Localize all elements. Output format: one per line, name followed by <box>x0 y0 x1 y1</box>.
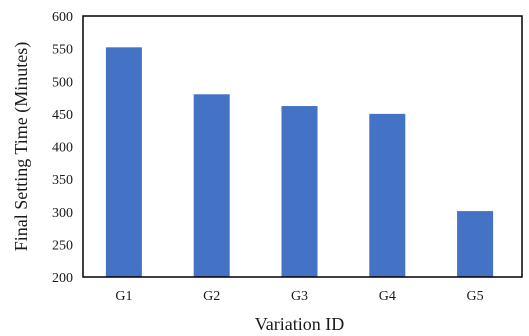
y-tick-label: 200 <box>52 271 73 286</box>
x-tick-label: G2 <box>203 289 220 304</box>
bar-g5 <box>457 211 494 277</box>
x-tick-label: G4 <box>379 289 396 304</box>
y-tick-label: 400 <box>52 141 73 156</box>
x-tick-label: G5 <box>467 289 484 304</box>
y-tick-label: 250 <box>52 238 73 253</box>
bar-g1 <box>105 47 142 277</box>
x-axis-ticks: G1 G2 G3 G4 G5 <box>115 289 483 304</box>
y-tick-label: 350 <box>52 173 73 188</box>
y-axis-ticks: 200 250 300 350 400 450 500 550 600 <box>52 10 73 286</box>
bars-layer <box>105 47 494 277</box>
plot-frame <box>82 15 523 278</box>
y-axis-title: Final Setting Time (Minutes) <box>11 42 32 252</box>
bar-g2 <box>193 94 230 277</box>
x-tick-label: G1 <box>115 289 132 304</box>
y-tick-label: 450 <box>52 108 73 123</box>
y-tick-label: 600 <box>52 10 73 25</box>
y-tick-label: 550 <box>52 43 73 58</box>
bar-g4 <box>369 113 406 277</box>
y-tick-label: 500 <box>52 75 73 90</box>
bar-g3 <box>281 106 318 277</box>
x-axis-title: Variation ID <box>255 314 344 334</box>
y-tick-label: 300 <box>52 206 73 221</box>
x-tick-label: G3 <box>291 289 308 304</box>
